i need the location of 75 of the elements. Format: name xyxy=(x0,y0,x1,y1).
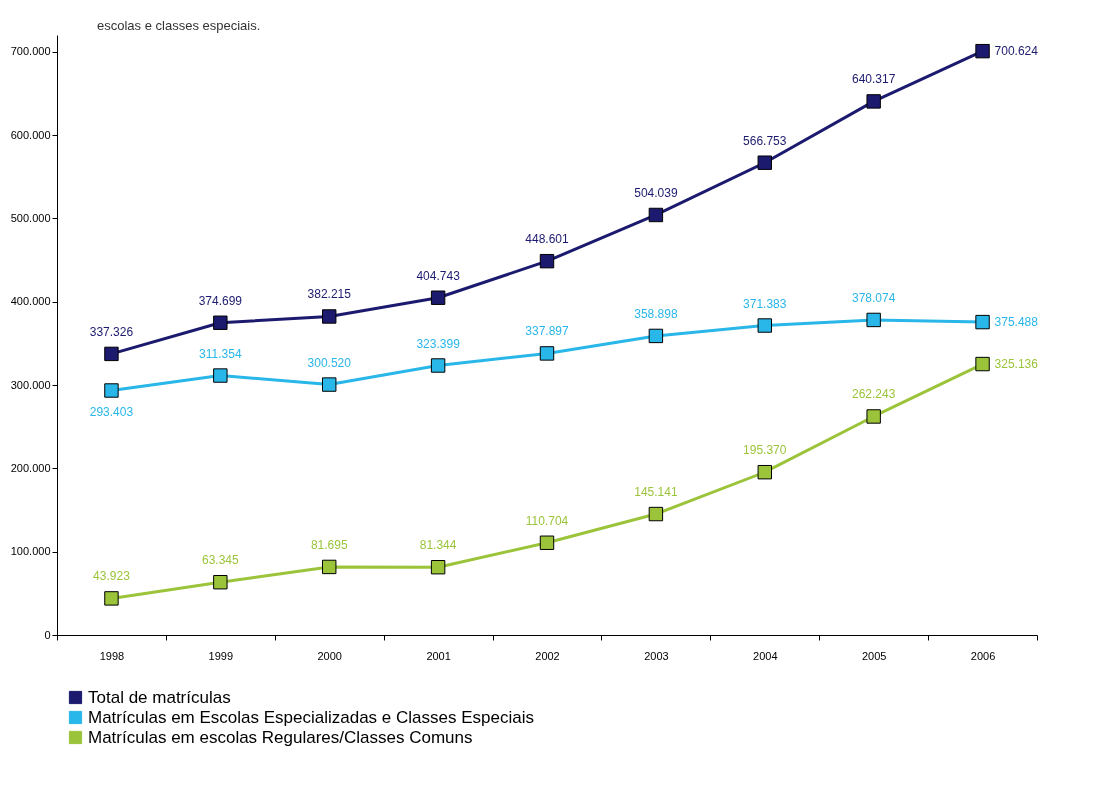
data-label: 374.699 xyxy=(198,293,243,308)
y-tick-label: 400.000 xyxy=(10,295,51,308)
point xyxy=(866,409,881,424)
data-label: 337.326 xyxy=(89,324,134,339)
data-label: 371.383 xyxy=(743,296,787,311)
point xyxy=(430,358,446,373)
data-label: 195.370 xyxy=(743,443,787,458)
text: escolas e classes especiais. xyxy=(97,18,261,33)
data-label: 404.743 xyxy=(416,268,461,283)
point xyxy=(539,253,555,269)
point xyxy=(866,312,881,328)
point xyxy=(430,560,446,575)
data-label: 311.354 xyxy=(199,346,242,361)
x-tick-label: 2004 xyxy=(753,649,778,662)
y-tick-label: 600.000 xyxy=(10,128,51,141)
point xyxy=(757,155,772,170)
data-label: 145.141 xyxy=(634,485,678,500)
point xyxy=(648,506,664,522)
point xyxy=(975,356,990,372)
data-label: 382.215 xyxy=(307,287,352,302)
point xyxy=(757,464,772,480)
data-label: 700.624 xyxy=(994,44,1039,59)
data-label: 337.897 xyxy=(525,324,570,339)
point xyxy=(975,43,990,59)
point xyxy=(539,346,555,361)
data-label: 448.601 xyxy=(525,232,570,247)
data-label: 358.898 xyxy=(634,306,678,321)
point xyxy=(866,94,881,109)
data-label: 300.520 xyxy=(307,355,352,370)
y-tick-label: 200.000 xyxy=(10,461,51,474)
x-tick-label: 2003 xyxy=(644,649,669,662)
point xyxy=(322,559,337,575)
point xyxy=(648,328,664,344)
x-tick-label: 1998 xyxy=(99,649,125,662)
x-tick-label: 2006 xyxy=(970,649,996,662)
y-tick-label: 500.000 xyxy=(10,211,51,224)
data-label: 81.695 xyxy=(310,537,348,552)
x-tick-label: 2001 xyxy=(426,649,451,662)
data-label: 81.344 xyxy=(419,538,457,553)
x-tick-label: 2002 xyxy=(535,649,560,662)
data-label: 293.403 xyxy=(89,405,134,420)
point xyxy=(213,315,228,330)
point xyxy=(213,575,228,590)
point xyxy=(322,309,337,324)
x-tick-label: 1999 xyxy=(208,649,234,662)
point xyxy=(757,318,772,333)
data-label: 43.923 xyxy=(93,569,131,584)
y-tick-label: 700.000 xyxy=(10,45,51,58)
data-label: 262.243 xyxy=(851,387,896,402)
point xyxy=(104,346,119,362)
data-label: 323.399 xyxy=(416,336,461,351)
point xyxy=(104,591,119,606)
point xyxy=(430,290,446,305)
point xyxy=(104,383,119,398)
point xyxy=(213,368,228,383)
data-label: 504.039 xyxy=(634,185,678,200)
data-label: 325.136 xyxy=(994,357,1039,372)
x-tick-label: 2005 xyxy=(861,649,887,662)
data-label: 378.074 xyxy=(851,290,896,305)
y-tick-label: 100.000 xyxy=(10,545,51,558)
point xyxy=(648,207,664,223)
data-label: 63.345 xyxy=(201,553,240,568)
data-label: 566.753 xyxy=(743,133,787,148)
point xyxy=(975,314,990,330)
legend-label: Total de matrículas xyxy=(88,687,231,707)
y-tick-label: 0 xyxy=(44,628,51,641)
x-tick-label: 2000 xyxy=(317,649,342,662)
data-label: 375.488 xyxy=(994,315,1039,330)
data-label: 110.704 xyxy=(525,513,569,528)
legend-label: Matrículas em escolas Regulares/Classes Comuns xyxy=(88,727,473,747)
point xyxy=(322,377,337,392)
y-tick-label: 300.000 xyxy=(10,378,51,391)
point xyxy=(539,535,555,550)
legend-label: Matrículas em Escolas Especializadas e Classes Especiais xyxy=(88,707,534,727)
data-label: 640.317 xyxy=(851,72,896,87)
